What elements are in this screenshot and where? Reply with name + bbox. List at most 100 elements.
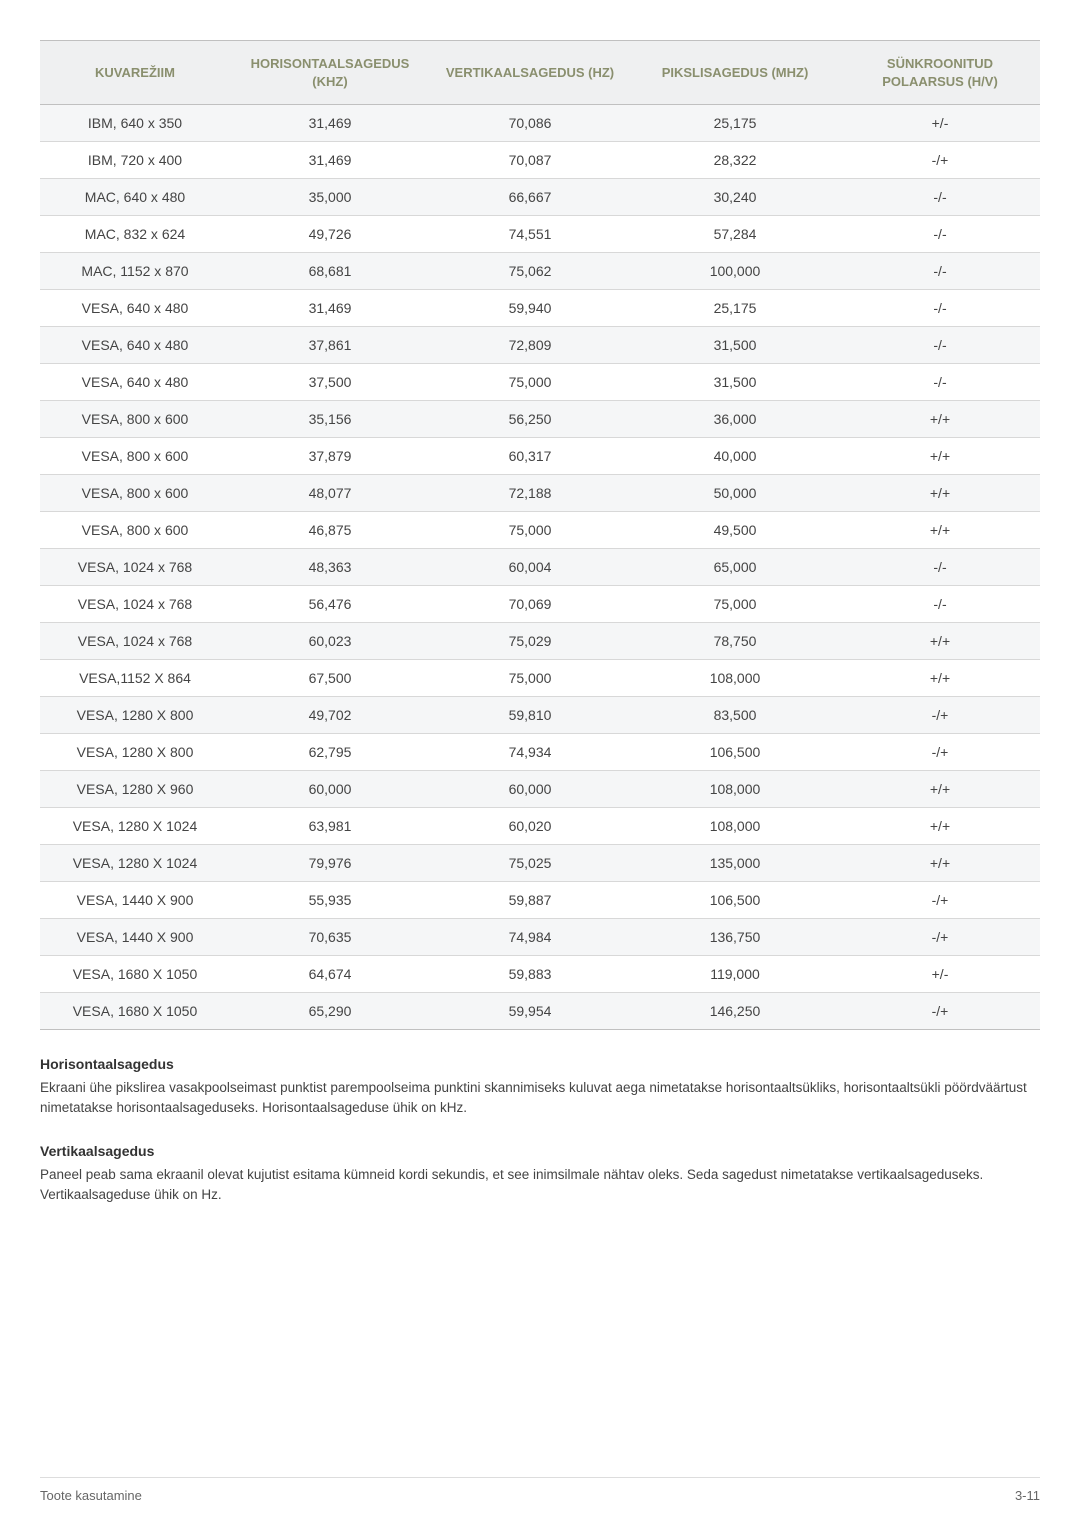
table-cell: 79,976 <box>230 845 430 882</box>
table-cell: 57,284 <box>630 216 840 253</box>
table-cell: 31,500 <box>630 327 840 364</box>
table-cell: IBM, 640 x 350 <box>40 105 230 142</box>
table-cell: -/+ <box>840 142 1040 179</box>
table-cell: +/+ <box>840 623 1040 660</box>
table-cell: 60,317 <box>430 438 630 475</box>
table-cell: +/+ <box>840 808 1040 845</box>
table-cell: 36,000 <box>630 401 840 438</box>
horisontaalsagedus-body: Ekraani ühe pikslirea vasakpoolseimast p… <box>40 1078 1040 1117</box>
col-header-mode: KUVAREŽIIM <box>40 41 230 105</box>
table-cell: VESA,1152 X 864 <box>40 660 230 697</box>
table-cell: 146,250 <box>630 993 840 1030</box>
table-cell: 60,020 <box>430 808 630 845</box>
horisontaalsagedus-heading: Horisontaalsagedus <box>40 1056 1040 1072</box>
table-cell: VESA, 1680 X 1050 <box>40 956 230 993</box>
table-cell: 83,500 <box>630 697 840 734</box>
vertikaalsagedus-body: Paneel peab sama ekraanil olevat kujutis… <box>40 1165 1040 1204</box>
table-cell: +/- <box>840 105 1040 142</box>
table-cell: VESA, 1680 X 1050 <box>40 993 230 1030</box>
table-cell: 37,879 <box>230 438 430 475</box>
table-cell: 100,000 <box>630 253 840 290</box>
table-cell: 37,500 <box>230 364 430 401</box>
table-cell: 46,875 <box>230 512 430 549</box>
table-cell: 65,290 <box>230 993 430 1030</box>
col-header-hfreq: HORISONTAALSAGEDUS (KHZ) <box>230 41 430 105</box>
table-row: VESA, 1280 X 80049,70259,81083,500-/+ <box>40 697 1040 734</box>
table-cell: 72,809 <box>430 327 630 364</box>
table-cell: VESA, 1280 X 960 <box>40 771 230 808</box>
table-cell: -/+ <box>840 697 1040 734</box>
table-cell: 49,726 <box>230 216 430 253</box>
table-cell: 67,500 <box>230 660 430 697</box>
table-cell: 59,810 <box>430 697 630 734</box>
table-row: MAC, 640 x 48035,00066,66730,240-/- <box>40 179 1040 216</box>
table-row: VESA, 640 x 48037,50075,00031,500-/- <box>40 364 1040 401</box>
table-cell: 75,062 <box>430 253 630 290</box>
footer-left: Toote kasutamine <box>40 1488 142 1503</box>
table-cell: VESA, 1440 X 900 <box>40 919 230 956</box>
table-cell: MAC, 832 x 624 <box>40 216 230 253</box>
table-cell: VESA, 1024 x 768 <box>40 623 230 660</box>
table-cell: -/+ <box>840 993 1040 1030</box>
table-cell: VESA, 1024 x 768 <box>40 549 230 586</box>
table-cell: VESA, 800 x 600 <box>40 401 230 438</box>
table-cell: 48,363 <box>230 549 430 586</box>
table-cell: 106,500 <box>630 734 840 771</box>
table-cell: +/- <box>840 956 1040 993</box>
table-cell: 74,934 <box>430 734 630 771</box>
table-cell: 62,795 <box>230 734 430 771</box>
table-cell: 40,000 <box>630 438 840 475</box>
table-cell: 135,000 <box>630 845 840 882</box>
table-cell: 74,551 <box>430 216 630 253</box>
table-cell: 60,004 <box>430 549 630 586</box>
col-header-pixclock: PIKSLISAGEDUS (MHZ) <box>630 41 840 105</box>
table-header-row: KUVAREŽIIM HORISONTAALSAGEDUS (KHZ) VERT… <box>40 41 1040 105</box>
table-row: VESA, 800 x 60048,07772,18850,000+/+ <box>40 475 1040 512</box>
table-cell: +/+ <box>840 660 1040 697</box>
table-row: VESA, 1440 X 90055,93559,887106,500-/+ <box>40 882 1040 919</box>
table-row: VESA, 1024 x 76856,47670,06975,000-/- <box>40 586 1040 623</box>
table-cell: -/- <box>840 364 1040 401</box>
table-cell: 75,000 <box>430 364 630 401</box>
table-cell: 75,000 <box>430 512 630 549</box>
table-cell: 31,469 <box>230 105 430 142</box>
table-cell: 55,935 <box>230 882 430 919</box>
table-cell: +/+ <box>840 438 1040 475</box>
table-cell: VESA, 800 x 600 <box>40 475 230 512</box>
table-cell: VESA, 1280 X 800 <box>40 697 230 734</box>
table-cell: 25,175 <box>630 105 840 142</box>
table-cell: 31,500 <box>630 364 840 401</box>
table-cell: 60,023 <box>230 623 430 660</box>
table-cell: -/- <box>840 179 1040 216</box>
table-cell: 48,077 <box>230 475 430 512</box>
table-cell: 75,029 <box>430 623 630 660</box>
table-row: VESA, 1024 x 76848,36360,00465,000-/- <box>40 549 1040 586</box>
table-cell: 50,000 <box>630 475 840 512</box>
table-cell: 35,156 <box>230 401 430 438</box>
table-cell: 60,000 <box>430 771 630 808</box>
table-row: MAC, 1152 x 87068,68175,062100,000-/- <box>40 253 1040 290</box>
footer-right: 3-11 <box>1015 1488 1040 1503</box>
table-row: VESA, 1280 X 102463,98160,020108,000+/+ <box>40 808 1040 845</box>
table-cell: 49,500 <box>630 512 840 549</box>
table-cell: +/+ <box>840 771 1040 808</box>
table-cell: 74,984 <box>430 919 630 956</box>
table-cell: 75,000 <box>630 586 840 623</box>
table-cell: 59,954 <box>430 993 630 1030</box>
table-cell: 56,476 <box>230 586 430 623</box>
table-cell: 60,000 <box>230 771 430 808</box>
table-row: VESA,1152 X 86467,50075,000108,000+/+ <box>40 660 1040 697</box>
table-row: VESA, 1680 X 105064,67459,883119,000+/- <box>40 956 1040 993</box>
table-cell: 119,000 <box>630 956 840 993</box>
table-row: VESA, 640 x 48037,86172,80931,500-/- <box>40 327 1040 364</box>
table-cell: 70,069 <box>430 586 630 623</box>
table-cell: 70,087 <box>430 142 630 179</box>
table-cell: 31,469 <box>230 142 430 179</box>
table-cell: -/+ <box>840 882 1040 919</box>
table-cell: 136,750 <box>630 919 840 956</box>
table-cell: VESA, 640 x 480 <box>40 327 230 364</box>
table-row: VESA, 1024 x 76860,02375,02978,750+/+ <box>40 623 1040 660</box>
table-cell: 78,750 <box>630 623 840 660</box>
page-footer: Toote kasutamine 3-11 <box>40 1477 1040 1503</box>
table-cell: -/- <box>840 290 1040 327</box>
